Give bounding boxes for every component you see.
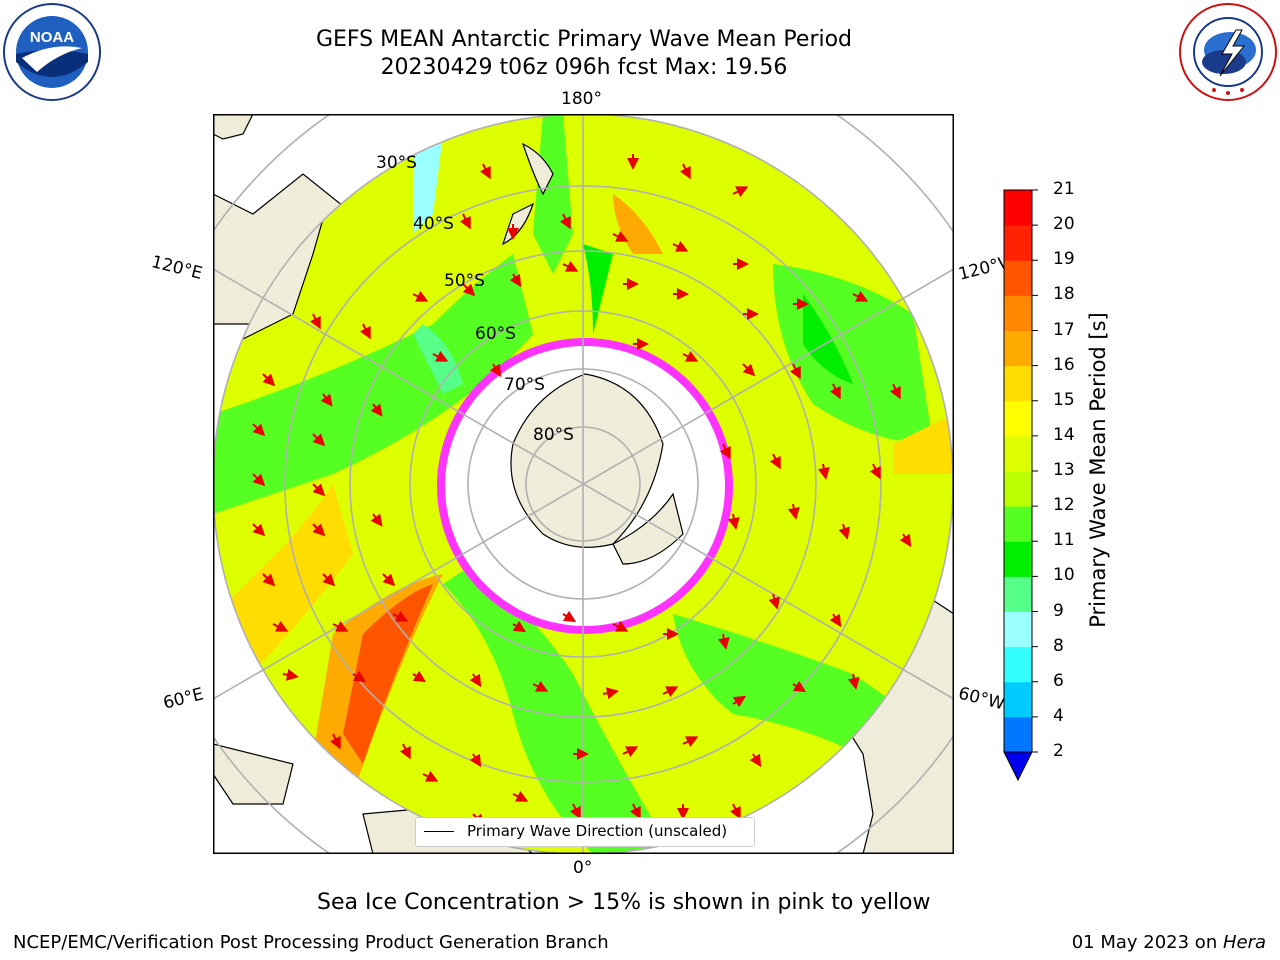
colorbar-segment <box>1004 225 1032 261</box>
colorbar-tick-label: 19 <box>1053 249 1075 270</box>
colorbar-tick-label: 13 <box>1053 460 1075 480</box>
lon-label-180: 180° <box>561 89 602 109</box>
colorbar-tick-label: 10 <box>1053 565 1075 586</box>
map-legend: Primary Wave Direction (unscaled) <box>415 817 755 847</box>
colorbar-label: Primary Wave Mean Period [s] <box>1086 312 1110 628</box>
noaa-logo-text: NOAA <box>30 29 74 46</box>
colorbar-segment <box>1004 506 1032 542</box>
colorbar-segment <box>1004 365 1032 402</box>
colorbar-tick-label: 8 <box>1053 635 1064 656</box>
colorbar-tick-label: 6 <box>1053 670 1064 691</box>
colorbar-segment <box>1004 330 1032 367</box>
sea-ice-caption: Sea Ice Concentration > 15% is shown in … <box>317 890 931 915</box>
colorbar-segment <box>1004 681 1032 718</box>
colorbar-tick-label: 17 <box>1053 319 1075 340</box>
footer-left: NCEP/EMC/Verification Post Processing Pr… <box>13 932 609 953</box>
lat-label-40s: 40°S <box>413 214 454 234</box>
colorbar-segment <box>1004 611 1032 648</box>
colorbar-extend-triangle <box>1003 751 1033 782</box>
legend-line-icon <box>424 831 454 832</box>
lon-label-120e: 120°E <box>149 252 205 284</box>
colorbar-tick-label: 11 <box>1053 530 1075 551</box>
colorbar-segment <box>1004 541 1032 577</box>
colorbar-segment <box>1004 471 1032 507</box>
colorbar-tick-label: 20 <box>1053 214 1075 235</box>
colorbar-segment <box>1004 190 1032 226</box>
colorbar-tick-label: 21 <box>1053 179 1075 199</box>
arrow-field <box>252 154 912 827</box>
colorbar-tick-label: 15 <box>1053 389 1075 410</box>
colorbar-segment <box>1004 400 1032 437</box>
colorbar-segment <box>1004 646 1032 683</box>
footer-date: 01 May 2023 on <box>1071 932 1223 953</box>
colorbar-segment <box>1004 716 1032 753</box>
footer-right: 01 May 2023 on Hera <box>1072 932 1266 953</box>
map-panel <box>213 114 954 854</box>
colorbar-tick-label: 12 <box>1053 495 1075 516</box>
lat-label-30s: 30°S <box>376 153 417 173</box>
lat-label-50s: 50°S <box>444 271 485 291</box>
colorbar-tick-label: 14 <box>1053 424 1075 445</box>
colorbar-segment <box>1004 260 1032 296</box>
footer-host: Hera <box>1222 932 1266 953</box>
colorbar-tick-label: 2 <box>1053 741 1064 761</box>
title-line-1: GEFS MEAN Antarctic Primary Wave Mean Pe… <box>315 27 853 52</box>
title-line-2: 20230429 t06z 096h fcst Max: 19.56 <box>380 55 788 80</box>
colorbar-tick-label: 9 <box>1053 600 1064 621</box>
lat-label-70s: 70°S <box>504 375 545 395</box>
colorbar-tick-label: 18 <box>1053 284 1075 305</box>
lat-label-60s: 60°S <box>475 324 516 344</box>
colorbar-tick-label: 16 <box>1053 354 1075 375</box>
lon-label-60e: 60°E <box>161 684 206 714</box>
lon-label-0: 0° <box>573 858 593 878</box>
colorbar-segment <box>1004 295 1032 331</box>
colorbar <box>1003 189 1038 782</box>
noaa-logo: NOAA <box>3 3 101 101</box>
colorbar-segment <box>1004 435 1032 472</box>
nws-logo <box>1179 3 1277 101</box>
colorbar-tick-label: 4 <box>1053 705 1064 726</box>
legend-text: Primary Wave Direction (unscaled) <box>467 822 728 840</box>
colorbar-segment <box>1004 576 1032 612</box>
lat-label-80s: 80°S <box>533 425 574 445</box>
